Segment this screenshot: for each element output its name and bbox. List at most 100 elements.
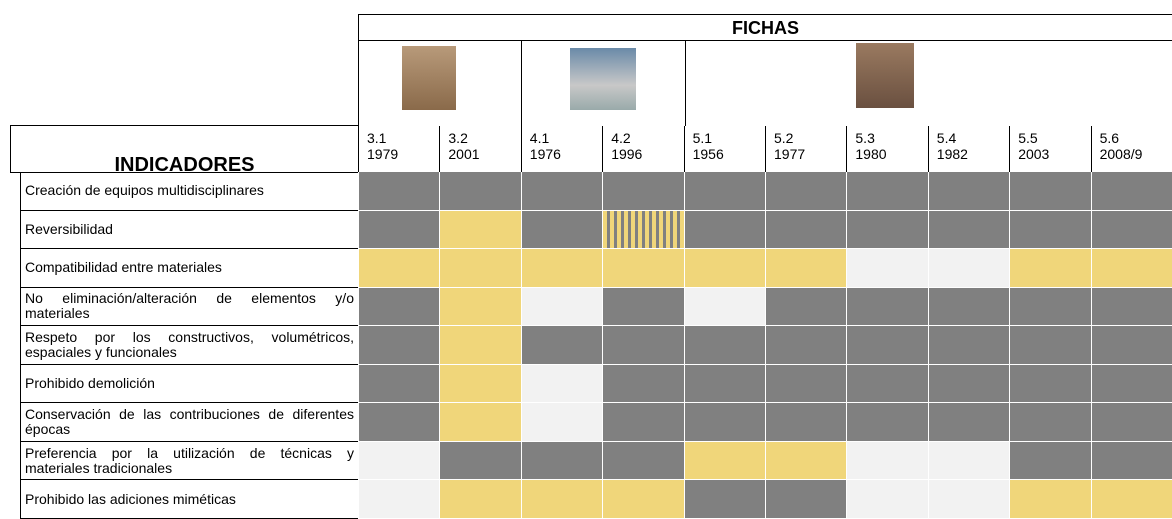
- status-cell: [765, 403, 846, 442]
- column-year: 2001: [448, 146, 520, 162]
- status-cell: [846, 211, 927, 250]
- row-label: Reversibilidad: [20, 211, 358, 250]
- status-cell: [1009, 326, 1090, 365]
- column-header: 5.41982: [928, 126, 1009, 172]
- status-cell: [765, 172, 846, 211]
- column-code: 4.1: [530, 130, 602, 146]
- column-code: 5.3: [855, 130, 927, 146]
- status-cell: [439, 403, 520, 442]
- status-cell: [684, 403, 765, 442]
- status-cell: [684, 249, 765, 288]
- status-cell: [928, 288, 1009, 327]
- status-cell: [684, 365, 765, 404]
- status-cell: [602, 326, 683, 365]
- status-cell: [1091, 480, 1172, 519]
- status-cell: [1091, 172, 1172, 211]
- status-cell: [521, 442, 602, 481]
- row-label: Prohibido demolición: [20, 365, 358, 404]
- status-cell: [846, 403, 927, 442]
- status-cell: [1009, 442, 1090, 481]
- status-cell: [1091, 288, 1172, 327]
- status-cell: [846, 442, 927, 481]
- status-cell: [684, 480, 765, 519]
- status-cell: [765, 211, 846, 250]
- status-cell: [521, 249, 602, 288]
- status-cell: [602, 249, 683, 288]
- status-cell: [358, 442, 439, 481]
- status-cell: [684, 288, 765, 327]
- status-cell: [928, 365, 1009, 404]
- status-cell: [684, 442, 765, 481]
- status-cell: [684, 211, 765, 250]
- status-cell: [521, 365, 602, 404]
- column-year: 2003: [1018, 146, 1090, 162]
- column-header: 4.11976: [521, 126, 602, 172]
- status-cell: [439, 442, 520, 481]
- status-cell: [684, 172, 765, 211]
- status-cell: [358, 403, 439, 442]
- column-year: 1976: [530, 146, 602, 162]
- column-code: 5.6: [1100, 130, 1172, 146]
- status-cell: [928, 326, 1009, 365]
- status-cell: [521, 211, 602, 250]
- status-cell: [602, 403, 683, 442]
- status-cell: [1009, 480, 1090, 519]
- column-code: 4.2: [611, 130, 683, 146]
- status-cell: [765, 442, 846, 481]
- status-cell: [846, 326, 927, 365]
- column-header: 5.52003: [1009, 126, 1090, 172]
- building-photo: [856, 43, 914, 108]
- status-cell: [439, 249, 520, 288]
- status-cell: [928, 403, 1009, 442]
- status-cell: [439, 480, 520, 519]
- status-cell: [765, 480, 846, 519]
- status-cell: [439, 365, 520, 404]
- row-label: Creación de equipos multidisciplinares: [20, 172, 358, 211]
- column-year: 1996: [611, 146, 683, 162]
- status-cell: [602, 480, 683, 519]
- column-header: 5.31980: [846, 126, 927, 172]
- status-cell: [684, 326, 765, 365]
- status-cell: [846, 288, 927, 327]
- fichas-header: FICHAS: [358, 14, 1172, 41]
- status-cell: [765, 288, 846, 327]
- status-cell: [1091, 249, 1172, 288]
- row-label: Preferencia por la utilización de técnic…: [20, 442, 358, 481]
- status-cell: [1009, 288, 1090, 327]
- building-photo: [570, 48, 636, 110]
- status-cell: [928, 172, 1009, 211]
- status-cell: [1009, 211, 1090, 250]
- status-cell: [846, 249, 927, 288]
- row-label: Conservación de las contribuciones de di…: [20, 403, 358, 442]
- column-code: 5.5: [1018, 130, 1090, 146]
- status-cell: [358, 211, 439, 250]
- row-label: No eliminación/alteración de elementos y…: [20, 288, 358, 327]
- column-year: 1982: [937, 146, 1009, 162]
- status-cell: [1009, 172, 1090, 211]
- status-cell: [439, 172, 520, 211]
- column-code: 5.1: [693, 130, 765, 146]
- status-cell: [765, 365, 846, 404]
- status-cell: [521, 326, 602, 365]
- status-cell: [358, 480, 439, 519]
- column-code: 3.1: [367, 130, 439, 146]
- column-header: 4.21996: [602, 126, 683, 172]
- status-cell: [602, 365, 683, 404]
- status-cell: [1009, 403, 1090, 442]
- column-code: 5.4: [937, 130, 1009, 146]
- column-header: 5.62008/9: [1091, 126, 1172, 172]
- column-header: 5.21977: [765, 126, 846, 172]
- status-cell: [358, 326, 439, 365]
- column-year: 1956: [693, 146, 765, 162]
- status-cell: [521, 480, 602, 519]
- column-code: 5.2: [774, 130, 846, 146]
- status-cell: [846, 172, 927, 211]
- row-label: Prohibido las adiciones miméticas: [20, 480, 358, 519]
- status-cell: [765, 249, 846, 288]
- column-year: 1977: [774, 146, 846, 162]
- status-cell: [1009, 249, 1090, 288]
- status-cell: [521, 172, 602, 211]
- status-cell: [521, 403, 602, 442]
- status-cell: [1009, 365, 1090, 404]
